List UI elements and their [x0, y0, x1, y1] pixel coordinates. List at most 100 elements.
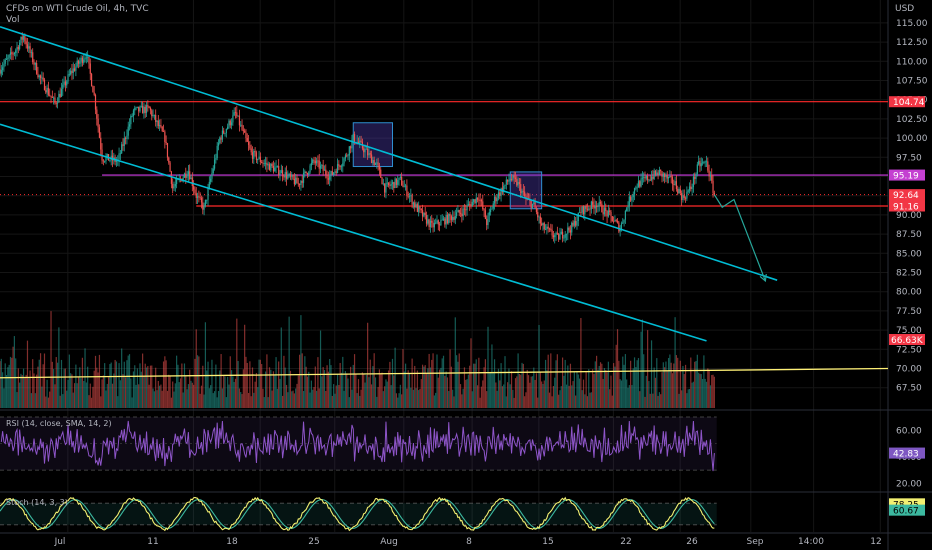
candle-body — [657, 172, 659, 176]
candle-body — [593, 204, 595, 209]
time-tick-label: 26 — [686, 537, 698, 547]
candle-body — [382, 183, 384, 185]
volume-bar — [700, 374, 702, 408]
volume-bar — [313, 387, 315, 408]
volume-bar — [466, 379, 468, 408]
volume-bar — [448, 391, 450, 408]
candle-body — [217, 143, 220, 146]
candle-body — [183, 173, 186, 178]
volume-bar — [109, 364, 111, 408]
candle-body — [80, 57, 82, 62]
volume-bar — [8, 364, 10, 408]
candle-body — [212, 168, 214, 174]
candle-body — [378, 165, 381, 170]
candle-body — [571, 222, 573, 233]
volume-bar — [60, 359, 63, 408]
candle-body — [658, 169, 660, 176]
stoch-k-line — [0, 496, 715, 532]
candle-body — [127, 126, 129, 136]
candle-body — [42, 77, 44, 80]
volume-bar — [377, 386, 379, 408]
volume-bar — [556, 354, 558, 408]
volume-bar — [37, 366, 39, 408]
volume-bar — [424, 365, 426, 408]
volume-bar — [304, 356, 306, 408]
volume-bar — [38, 359, 40, 408]
volume-bar — [232, 376, 234, 408]
candle-body — [576, 220, 578, 226]
volume-bar — [542, 383, 544, 408]
candle-body — [683, 195, 685, 198]
candle-body — [395, 178, 398, 185]
candle-body — [275, 166, 277, 168]
volume-bar — [603, 368, 606, 408]
volume-bar — [342, 356, 344, 408]
candle-body — [346, 155, 348, 157]
candle-body — [708, 170, 710, 177]
volume-bar — [526, 369, 528, 408]
volume-bar — [575, 395, 577, 408]
candle-body — [535, 208, 538, 213]
volume-bar — [541, 381, 543, 408]
candle-body — [169, 162, 171, 172]
candle-body — [474, 199, 476, 204]
candle-body — [538, 216, 540, 218]
volume-bar — [378, 369, 381, 408]
candle-body — [554, 235, 556, 238]
candle-body — [258, 156, 260, 159]
candle-body — [156, 120, 158, 122]
stoch-badge — [889, 498, 925, 510]
volume-bar — [347, 378, 349, 408]
volume-bar — [233, 381, 235, 408]
volume-bar — [520, 374, 522, 408]
volume-bar — [696, 354, 698, 408]
candle-body — [389, 185, 391, 186]
candle-body — [288, 173, 290, 176]
candle-body — [695, 173, 697, 179]
volume-bar — [667, 357, 670, 408]
volume-bar — [666, 370, 668, 408]
candle-body — [436, 220, 438, 223]
projection-arrowhead — [759, 273, 767, 283]
volume-bar — [598, 365, 600, 408]
volume-bar — [509, 384, 511, 408]
candle-body — [300, 180, 302, 185]
volume-bar — [507, 382, 509, 408]
volume-bar — [419, 388, 421, 408]
volume-bar — [276, 388, 278, 408]
candle-body — [274, 167, 276, 172]
volume-bar — [173, 391, 175, 408]
candle-body — [448, 213, 450, 224]
candle-body — [24, 35, 26, 42]
candle-body — [245, 132, 247, 138]
time-tick-label: 15 — [542, 537, 553, 547]
volume-bar — [692, 381, 695, 408]
candle-body — [11, 52, 13, 54]
candle-body — [509, 179, 511, 181]
candle-body — [700, 163, 702, 167]
rsi-label: RSI (14, close, SMA, 14, 2) — [6, 419, 112, 428]
candle-body — [551, 229, 553, 236]
volume-bar — [660, 394, 662, 408]
candle-body — [342, 163, 344, 167]
candle-body — [596, 206, 598, 208]
volume-bar — [30, 393, 32, 408]
candle-body — [130, 116, 132, 125]
volume-bar — [284, 367, 286, 408]
volume-bar — [490, 372, 492, 408]
volume-bar — [654, 377, 657, 408]
volume-bar — [453, 396, 455, 408]
candle-body — [255, 152, 258, 161]
candle-body — [508, 180, 510, 182]
stoch-pane — [0, 496, 717, 532]
volume-bar — [275, 357, 277, 408]
volume-bar — [456, 355, 458, 408]
volume-bar — [431, 359, 433, 408]
candle-body — [640, 178, 642, 187]
candle-body — [145, 105, 148, 113]
volume-bar — [113, 373, 115, 408]
candle-body — [173, 186, 175, 189]
candle-body — [77, 60, 80, 64]
volume-bar — [246, 362, 248, 408]
